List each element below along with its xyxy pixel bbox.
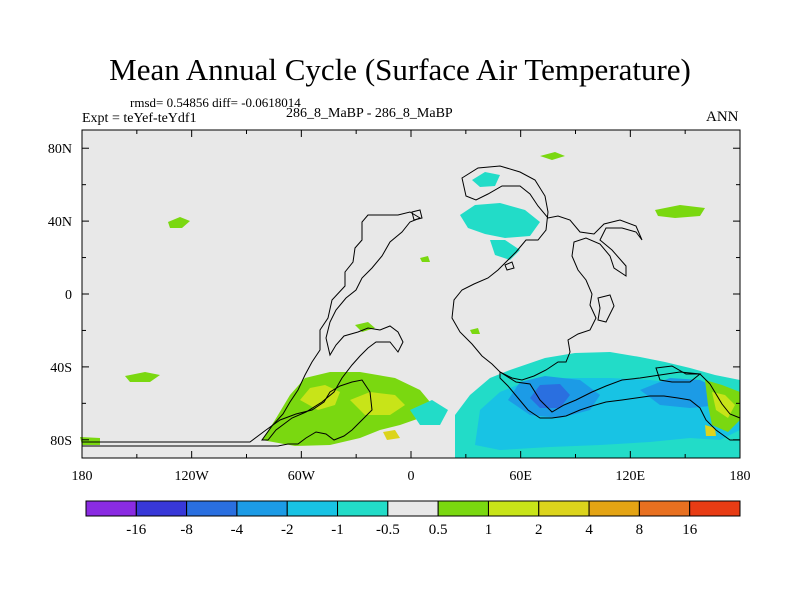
x-tick-label: 180: [730, 469, 751, 484]
y-tick-label: 80N: [48, 142, 72, 157]
y-tick-label: 80S: [50, 434, 72, 449]
contour-north-pacific-warm: [168, 217, 190, 228]
contour-west-pacific-warm: [80, 437, 100, 445]
contour-south-pacific-warm: [125, 372, 160, 382]
contour-south-atlantic-warm: [262, 372, 430, 446]
legend-swatch: [85, 500, 137, 517]
contour-south-indian-cold-core: [530, 384, 570, 408]
y-tick-label: 40S: [50, 361, 72, 376]
legend-label: 16: [682, 522, 698, 538]
contour-pacific-sector-cold: [640, 378, 725, 408]
coast-americas: [261, 211, 422, 441]
contour-far-east-warm-core: [712, 392, 735, 418]
legend-swatch: [588, 500, 640, 517]
legend-swatch: [286, 500, 339, 517]
coast-australia: [597, 294, 615, 323]
contour-south-atlantic-warm-core-2: [350, 392, 405, 415]
case-label: 286_8_MaBP - 286_8_MaBP: [286, 106, 453, 121]
legend-label: 0.5: [429, 522, 448, 538]
legend-swatch: [638, 500, 691, 517]
legend-label: -16: [126, 522, 146, 538]
map-plot-area: [80, 129, 741, 459]
experiment-label: Expt = teYef-teYdf1: [82, 111, 197, 126]
contour-south-america-warm: [355, 322, 375, 332]
legend-label: 2: [535, 522, 543, 538]
x-tick-label: 120W: [175, 469, 210, 484]
coast-antarctica-east: [499, 371, 741, 441]
legend-swatch: [135, 500, 188, 517]
legend-label: -0.5: [376, 522, 400, 538]
legend-label: 4: [585, 522, 593, 538]
y-tick-label: 40N: [48, 215, 72, 230]
legend-swatch: [689, 500, 741, 517]
contour-north-atlantic-cold: [460, 203, 540, 238]
x-axis: 180 120W 60W 0 60E 120E 180: [72, 130, 751, 484]
contour-arctic-cold: [472, 172, 500, 187]
contour-arctic-warm: [540, 152, 565, 160]
legend-swatch: [538, 500, 590, 517]
x-tick-label: 120E: [616, 469, 646, 484]
legend-label: 8: [636, 522, 644, 538]
legend-label: 1: [485, 522, 493, 538]
coast-small-island: [504, 261, 515, 271]
contour-indian-small-warm: [470, 328, 480, 334]
legend-label: -1: [331, 522, 344, 538]
legend-swatch: [387, 500, 439, 517]
contour-south-atlantic-cold: [410, 400, 448, 425]
y-tick-label: 0: [65, 288, 72, 303]
coast-antarctica: [81, 379, 373, 447]
coastlines: [81, 165, 741, 447]
legend-swatch: [186, 500, 238, 517]
legend-swatch: [337, 500, 389, 517]
coast-greenland: [411, 209, 423, 221]
chart-title: Mean Annual Cycle (Surface Air Temperatu…: [109, 52, 691, 87]
contour-east-asia-warm: [655, 205, 705, 218]
contour-atlantic-small-warm: [420, 256, 430, 262]
legend-label: -2: [281, 522, 294, 538]
x-tick-label: 180: [72, 469, 93, 484]
legend-label: -8: [180, 522, 193, 538]
legend-swatch: [487, 500, 540, 517]
legend-swatch: [236, 500, 288, 517]
y-axis: 80N 40N 0 40S 80S: [48, 142, 740, 449]
coast-se-asia: [655, 365, 702, 383]
x-tick-label: 60E: [509, 469, 532, 484]
x-tick-label: 60W: [288, 469, 316, 484]
legend-label: -4: [231, 522, 244, 538]
contour-south-atlantic-hot-spot: [383, 430, 400, 440]
x-tick-label: 0: [408, 469, 415, 484]
rmsd-diff-stats: rmsd= 0.54856 diff= -0.0618014: [130, 95, 301, 110]
contour-south-atlantic-warm-core: [300, 385, 340, 410]
legend-swatch: [437, 500, 489, 517]
color-legend: -16 -8 -4 -2 -1 -0.5 0.5 1 2 4 8 16: [85, 500, 741, 538]
coast-africa-eurasia: [451, 165, 643, 381]
season-label: ANN: [706, 109, 739, 125]
